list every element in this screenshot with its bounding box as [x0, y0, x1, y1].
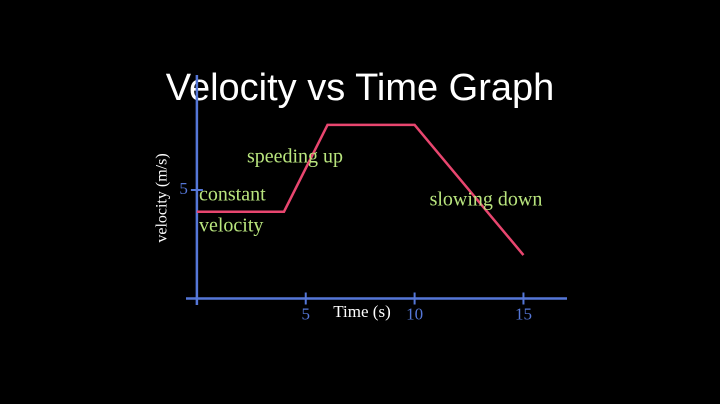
annotation: speeding up: [247, 146, 343, 168]
x-tick-label: 15: [515, 304, 532, 323]
x-tick-label: 5: [301, 304, 310, 323]
data-line: [196, 123, 525, 256]
y-tick-label: 5: [179, 179, 188, 198]
x-tick-label: 10: [406, 304, 423, 323]
y-axis-label: velocity (m/s): [154, 153, 171, 242]
chart-title: Velocity vs Time Graph: [166, 67, 555, 109]
annotation: slowing down: [430, 189, 543, 211]
annotation: constant: [199, 184, 266, 206]
x-axis-label: Time (s): [333, 302, 390, 321]
annotation: velocity: [199, 215, 263, 237]
